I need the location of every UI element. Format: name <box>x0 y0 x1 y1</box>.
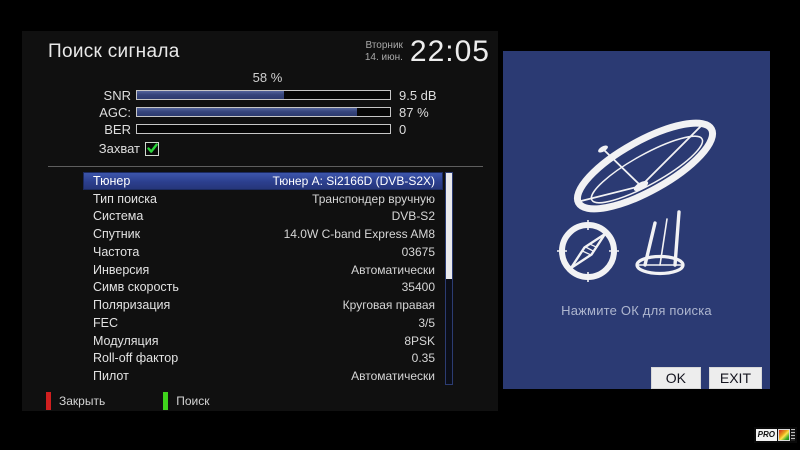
settings-row-value: Транспондер вручную <box>312 191 435 206</box>
settings-row-value: Тюнер A: Si2166D (DVB-S2X) <box>272 173 436 188</box>
lock-row: Захват <box>22 141 159 156</box>
signal-meter: BER 0 <box>22 121 498 137</box>
color-key-label: Закрыть <box>59 394 106 408</box>
settings-list: Тюнер Тюнер A: Si2166D (DVB-S2X) Тип поиск… <box>83 172 443 385</box>
compass-icon <box>557 220 619 282</box>
settings-row[interactable]: Система DVB-S2 <box>83 208 443 226</box>
meter-label: SNR <box>103 87 131 103</box>
date-block: Вторник 14. июн. <box>365 40 403 64</box>
settings-row-label: Спутник <box>93 227 141 242</box>
settings-row-value: 0.35 <box>411 351 435 366</box>
meter-bar-fill <box>137 91 284 99</box>
check-icon <box>146 143 158 153</box>
settings-row-label: Система <box>93 209 144 224</box>
meter-value: 87 % <box>399 104 429 120</box>
meter-bar <box>136 124 391 134</box>
meter-label: BER <box>104 121 131 137</box>
hint-text: Нажмите ОК для поиска <box>561 303 712 318</box>
settings-row[interactable]: Поляризация Круговая правая <box>83 296 443 314</box>
page-title: Поиск сигнала <box>48 41 180 62</box>
settings-row-label: Roll-off фактор <box>93 351 179 366</box>
settings-row[interactable]: Roll-off фактор 0.35 <box>83 350 443 368</box>
settings-row-label: Поляризация <box>93 298 171 313</box>
time-label: 22:05 <box>409 35 490 68</box>
settings-row[interactable]: Тип поиска Транспондер вручную <box>83 190 443 208</box>
settings-row-value: 03675 <box>401 244 435 259</box>
signal-meters: SNR 9.5 dB AGC: 87 % BER 0 <box>22 87 498 140</box>
signal-search-panel: Поиск сигнала Вторник 14. июн. 22:05 58 … <box>22 31 498 411</box>
color-key-icon <box>163 392 169 410</box>
color-key-hints: Закрыть Поиск <box>46 392 209 410</box>
search-progress-label: 58 % <box>252 70 283 85</box>
settings-row[interactable]: Тюнер Тюнер A: Si2166D (DVB-S2X) <box>83 172 443 190</box>
settings-row-value: 8PSK <box>404 333 435 348</box>
meter-value: 9.5 dB <box>399 87 437 103</box>
settings-row-label: Тип поиска <box>93 191 157 206</box>
meter-bar-fill <box>137 108 358 116</box>
settings-row-value: Автоматически <box>351 262 435 277</box>
meter-bar <box>136 90 391 100</box>
clock: Вторник 14. июн. 22:05 <box>365 35 490 69</box>
lock-label: Захват <box>98 141 140 156</box>
signal-meter: AGC: 87 % <box>22 104 498 120</box>
color-key-label: Поиск <box>176 394 210 408</box>
settings-row-value: DVB-S2 <box>391 209 435 224</box>
settings-row[interactable]: Спутник 14.0W C-band Express AM8 <box>83 225 443 243</box>
channel-logo-detail <box>791 429 795 441</box>
settings-row-value: 14.0W C-band Express AM8 <box>283 227 435 242</box>
settings-row-label: Тюнер <box>93 173 131 188</box>
settings-row[interactable]: Частота 03675 <box>83 243 443 261</box>
settings-row-label: Пилот <box>93 369 129 384</box>
exit-button[interactable]: EXIT <box>708 367 762 389</box>
color-key-hint: Поиск <box>163 392 209 410</box>
color-key-icon <box>46 392 51 410</box>
dialog-buttons: OK EXIT <box>650 367 762 389</box>
settings-row[interactable]: Симв скорость 35400 <box>83 279 443 297</box>
settings-row[interactable]: Пилот Автоматически <box>83 367 443 385</box>
channel-logo-icon <box>778 429 790 441</box>
divider <box>48 166 483 167</box>
settings-row-label: Модуляция <box>93 333 159 348</box>
meter-value: 0 <box>399 121 407 137</box>
settings-row-label: Симв скорость <box>93 280 179 295</box>
meter-label: AGC: <box>99 104 131 120</box>
channel-logo: PRO <box>753 427 797 443</box>
search-prompt-panel: Нажмите ОК для поиска OK EXIT <box>503 51 770 389</box>
settings-row[interactable]: Модуляция 8PSK <box>83 332 443 350</box>
settings-row-value: 3/5 <box>418 315 435 330</box>
meter-bar <box>136 107 391 117</box>
ok-button[interactable]: OK <box>650 367 701 389</box>
settings-row-label: Частота <box>93 244 140 259</box>
settings-row-value: Автоматически <box>351 369 435 384</box>
settings-row[interactable]: Инверсия Автоматически <box>83 261 443 279</box>
scrollbar[interactable] <box>445 172 453 385</box>
weekday-label: Вторник <box>365 40 403 51</box>
signal-meter: SNR 9.5 dB <box>22 87 498 103</box>
color-key-hint: Закрыть <box>46 392 105 410</box>
scrollbar-thumb[interactable] <box>446 173 452 279</box>
channel-logo-text: PRO <box>755 429 777 441</box>
satellite-dish-illustration <box>557 119 717 282</box>
settings-row-value: 35400 <box>401 280 435 295</box>
settings-row-value: Круговая правая <box>342 298 435 313</box>
settings-row-label: FEC <box>93 315 118 330</box>
settings-row-label: Инверсия <box>93 262 150 277</box>
settings-row[interactable]: FEC 3/5 <box>83 314 443 332</box>
date-label: 14. июн. <box>364 52 403 63</box>
lock-checkbox <box>145 141 159 156</box>
